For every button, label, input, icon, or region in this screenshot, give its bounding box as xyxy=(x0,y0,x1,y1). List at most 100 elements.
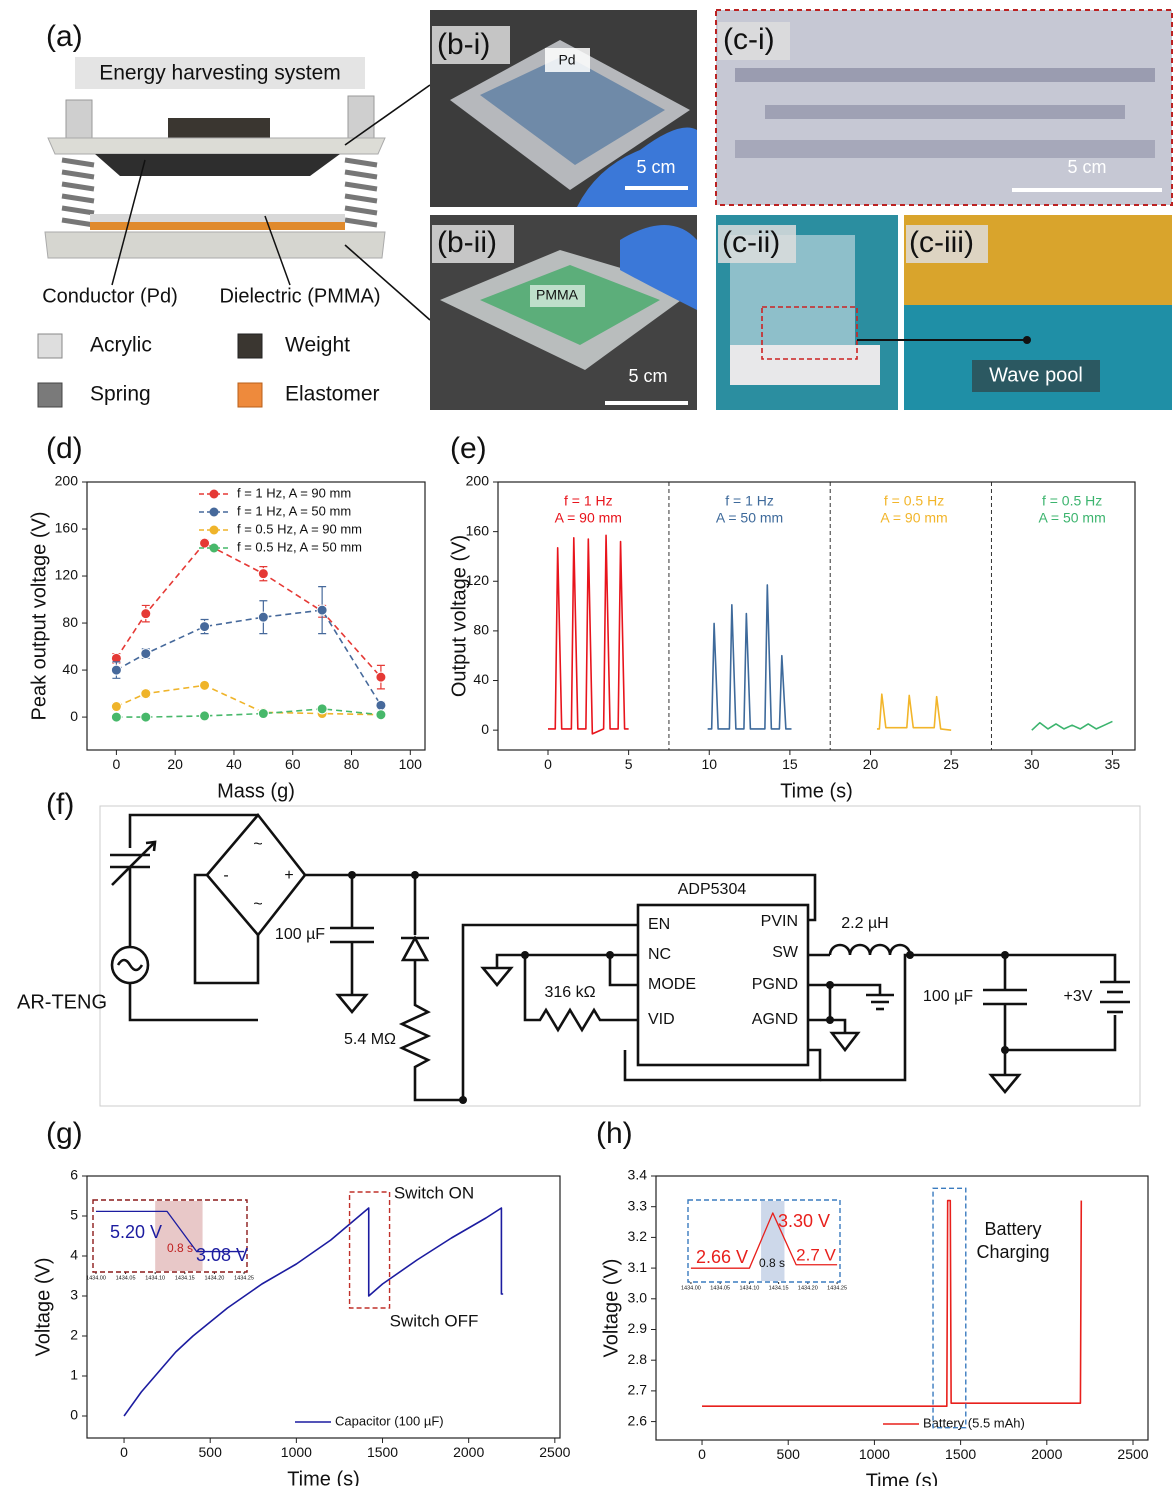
series-annotation: f = 0.5 Hz xyxy=(884,493,944,509)
y-tick-label: 120 xyxy=(55,567,79,583)
x-tick-label: 1000 xyxy=(859,1446,890,1462)
marker xyxy=(111,665,121,675)
component-label: 316 kΩ xyxy=(544,984,595,1001)
inset-label: 3.08 V xyxy=(196,1245,248,1265)
y-tick-label: 5 xyxy=(70,1207,78,1223)
panel-label: (a) xyxy=(46,20,83,53)
pin-label: PVIN xyxy=(761,913,798,930)
legend-label: f = 0.5 Hz, A = 90 mm xyxy=(237,521,362,536)
x-tick-label: 20 xyxy=(167,756,183,772)
y-axis-title: Voltage (V) xyxy=(600,1259,622,1358)
marker xyxy=(200,622,210,632)
y-tick-label: 2.9 xyxy=(628,1320,648,1336)
x-tick-label: 1434.20 xyxy=(798,1286,818,1292)
series-line xyxy=(548,535,629,734)
x-tick-label: 0 xyxy=(112,756,120,772)
y-tick-label: 1 xyxy=(70,1367,78,1383)
series-annotation: f = 1 Hz xyxy=(725,493,774,509)
pin-label: SW xyxy=(772,944,799,961)
series-annotation: A = 50 mm xyxy=(716,510,783,526)
marker xyxy=(200,711,210,721)
series-annotation: A = 90 mm xyxy=(880,510,947,526)
x-axis-title: Time (s) xyxy=(780,780,853,802)
x-tick-label: 0 xyxy=(120,1444,128,1460)
panel-label: (e) xyxy=(450,432,487,465)
annotation: Charging xyxy=(976,1242,1049,1262)
component-label: AR-TENG xyxy=(17,991,107,1013)
series-line xyxy=(1032,721,1113,730)
annotation: Switch OFF xyxy=(390,1311,479,1330)
pin-label: MODE xyxy=(648,976,696,993)
x-axis-title: Time (s) xyxy=(287,1468,360,1486)
x-tick-label: 2500 xyxy=(539,1444,570,1460)
x-tick-label: 5 xyxy=(625,756,633,772)
marker xyxy=(258,709,268,719)
bridge-label: ~ xyxy=(253,896,262,913)
y-tick-label: 3.3 xyxy=(628,1197,648,1213)
x-tick-label: 35 xyxy=(1105,756,1121,772)
y-tick-label: 0 xyxy=(481,721,489,737)
pin-label: EN xyxy=(648,916,670,933)
x-tick-label: 2000 xyxy=(1031,1446,1062,1462)
panel-label: (g) xyxy=(46,1117,83,1150)
legend-swatch xyxy=(238,383,262,407)
x-axis-title: Mass (g) xyxy=(217,780,295,802)
x-tick-label: 0 xyxy=(544,756,552,772)
y-tick-label: 80 xyxy=(473,622,489,638)
photo-label: (c-iii) xyxy=(909,226,974,259)
legend-label: Acrylic xyxy=(90,334,152,357)
component-label: 5.4 MΩ xyxy=(344,1031,396,1048)
x-tick-label: 500 xyxy=(777,1446,801,1462)
inset-label: 3.30 V xyxy=(778,1211,830,1231)
schematic-title: Energy harvesting system xyxy=(99,62,341,85)
y-tick-label: 200 xyxy=(466,473,490,489)
y-tick-label: 80 xyxy=(62,614,78,630)
x-tick-label: 1000 xyxy=(281,1444,312,1460)
y-tick-label: 0 xyxy=(70,708,78,724)
x-tick-label: 80 xyxy=(344,756,360,772)
component-label: 100 µF xyxy=(275,926,325,943)
legend-label: f = 0.5 Hz, A = 50 mm xyxy=(237,539,362,554)
y-tick-label: 2.8 xyxy=(628,1351,648,1367)
zoom-box xyxy=(350,1192,390,1308)
legend-label: Capacitor (100 µF) xyxy=(335,1413,444,1428)
pin-label: AGND xyxy=(752,1011,798,1028)
y-tick-label: 4 xyxy=(70,1247,78,1263)
inset-label: 2.66 V xyxy=(696,1247,748,1267)
y-tick-label: 3.2 xyxy=(628,1228,648,1244)
x-tick-label: 1434.25 xyxy=(234,1276,254,1282)
y-tick-label: 3.4 xyxy=(628,1167,648,1183)
marker xyxy=(111,712,121,722)
inset-label: 5.20 V xyxy=(110,1222,162,1242)
legend-swatch xyxy=(238,334,262,358)
legend-label: Spring xyxy=(90,383,151,406)
x-tick-label: 500 xyxy=(199,1444,223,1460)
x-tick-label: 1434.20 xyxy=(204,1276,224,1282)
chip-label: ADP5304 xyxy=(678,881,747,898)
x-tick-label: 1434.00 xyxy=(86,1276,106,1282)
x-tick-label: 60 xyxy=(285,756,301,772)
pin-label: VID xyxy=(648,1011,675,1028)
x-tick-label: 1434.10 xyxy=(739,1286,759,1292)
y-axis-title: Peak output voltage (V) xyxy=(28,511,50,720)
x-tick-label: 1434.00 xyxy=(681,1286,701,1292)
x-axis-title: Time (s) xyxy=(866,1470,939,1486)
x-tick-label: 25 xyxy=(943,756,959,772)
y-tick-label: 3.0 xyxy=(628,1289,648,1305)
marker xyxy=(141,689,151,699)
marker xyxy=(200,538,210,548)
photo-label: (c-i) xyxy=(723,23,775,56)
marker xyxy=(376,672,386,682)
marker xyxy=(258,569,268,579)
legend-marker xyxy=(210,544,219,553)
panel-a: (a) Energy harvesting system Conductor (… xyxy=(38,20,430,407)
x-tick-label: 100 xyxy=(399,756,423,772)
annotation: Switch ON xyxy=(394,1183,474,1202)
legend-label: f = 1 Hz, A = 90 mm xyxy=(237,485,351,500)
circuit: (f) xyxy=(17,788,1140,1106)
marker xyxy=(376,710,386,720)
panel-label: (h) xyxy=(596,1117,633,1150)
y-tick-label: 2.6 xyxy=(628,1412,648,1428)
bridge-label: + xyxy=(284,867,293,884)
y-tick-label: 6 xyxy=(70,1167,78,1183)
